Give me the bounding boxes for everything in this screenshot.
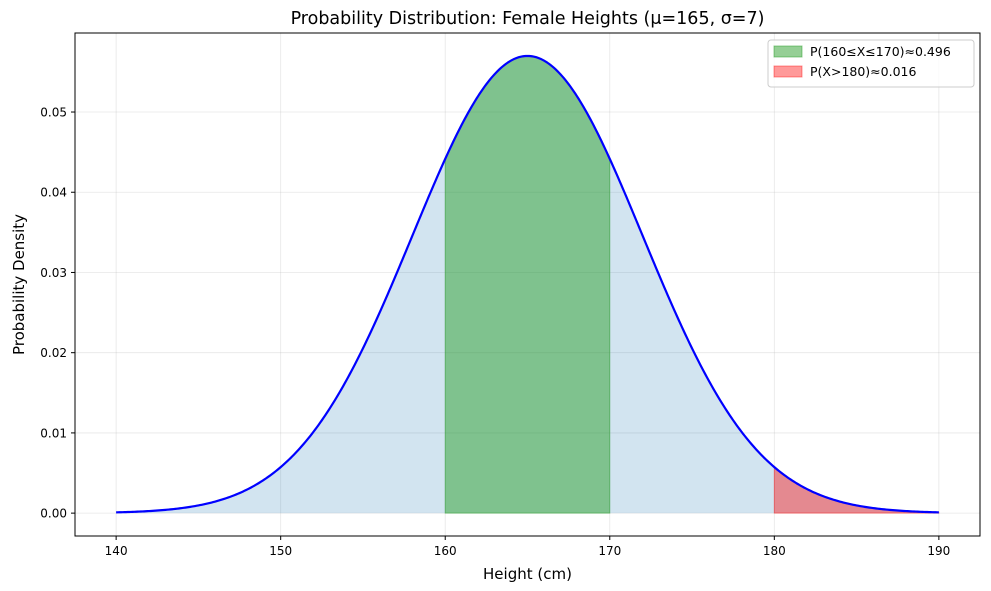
- x-tick-label: 160: [434, 544, 457, 558]
- legend-label-tail: P(X>180)≈0.016: [810, 64, 916, 79]
- region-between-160-170: [444, 55, 611, 514]
- density-curve: [116, 54, 939, 514]
- plot-frame: [74, 32, 981, 537]
- legend: P(160≤X≤170)≈0.496 P(X>180)≈0.016: [767, 39, 975, 88]
- ticks: 140 150 160 170 180 190 0.00 0.01 0.02 0.03 0.04 0.…: [40, 106, 950, 558]
- x-tick-label: 180: [763, 544, 786, 558]
- x-tick-label: 150: [269, 544, 292, 558]
- y-tick-label: 0.01: [40, 426, 67, 440]
- y-tick-label: 0.00: [40, 507, 67, 521]
- x-tick-label: 190: [927, 544, 950, 558]
- y-tick-label: 0.02: [40, 346, 67, 360]
- x-tick-label: 170: [598, 544, 621, 558]
- y-tick-label: 0.03: [40, 266, 67, 280]
- legend-box: [767, 39, 975, 88]
- legend-swatch-between: [773, 45, 803, 58]
- legend-label-between: P(160≤X≤170)≈0.496: [810, 44, 951, 59]
- y-axis-label: Probability Density: [10, 214, 28, 355]
- density-curve-layer: [116, 54, 939, 514]
- legend-swatch-tail: [773, 65, 803, 78]
- x-tick-label: 140: [105, 544, 128, 558]
- x-axis-label: Height (cm): [483, 565, 572, 583]
- chart-title: Probability Distribution: Female Heights…: [291, 9, 765, 29]
- y-tick-label: 0.04: [40, 186, 67, 200]
- y-tick-label: 0.05: [40, 106, 67, 120]
